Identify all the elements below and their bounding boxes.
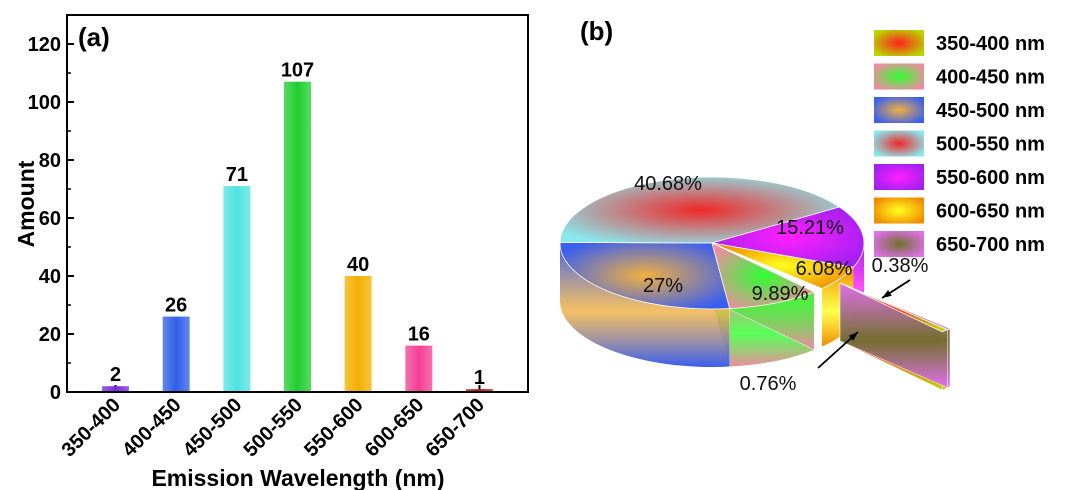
pie-label-550-600 nm: 15.21% (776, 217, 844, 239)
bar-value-label: 16 (408, 324, 430, 346)
legend-label: 550-600 nm (936, 167, 1045, 189)
pie-label-600-650 nm: 6.08% (796, 258, 853, 280)
pie-label-450-500 nm: 27% (643, 275, 683, 297)
pie-slice-550-600 nm (711, 206, 865, 268)
y-tick-label: 80 (39, 150, 61, 172)
legend-label: 650-700 nm (936, 234, 1045, 256)
x-tick-label: 550-600 (300, 394, 367, 461)
x-tick-label: 450-500 (179, 394, 246, 461)
y-tick-label: 20 (39, 324, 61, 346)
pie-label-400-450 nm: 9.89% (752, 283, 809, 305)
y-tick-label: 40 (39, 266, 61, 288)
bars (102, 81, 493, 392)
bar-350-400 (102, 386, 130, 392)
bar-data-labels: 2 26 71 107 40 16 1 (110, 60, 485, 389)
bar-450-500 (223, 186, 251, 392)
bar-value-label: 2 (110, 364, 121, 386)
x-axis-title: Emission Wavelength (nm) (151, 465, 444, 490)
x-tick-label: 400-450 (118, 394, 185, 461)
legend-swatch (874, 130, 924, 157)
pie-side-450-500 nm (559, 243, 730, 367)
bar-650-700 (465, 389, 493, 392)
bar-600-650 (405, 345, 433, 392)
y-tick-label: 0 (50, 382, 61, 404)
pie-label-500-550 nm: 40.68% (634, 173, 702, 195)
panel-label-a: (a) (78, 22, 110, 52)
bar-value-label: 71 (226, 164, 248, 186)
legend-swatch (874, 197, 924, 224)
bar-400-450 (162, 316, 190, 392)
legend-label: 350-400 nm (936, 33, 1045, 55)
y-tick-label: 100 (28, 92, 61, 114)
legend-label: 600-650 nm (936, 201, 1045, 223)
y-axis-title: Amount (13, 160, 39, 247)
legend-swatch (874, 97, 924, 123)
y-tick-label: 60 (39, 208, 61, 230)
bar-chart: (a) 0 20 40 60 80 100 120 350-400400-450450-50… (13, 14, 529, 490)
legend-swatch (874, 231, 924, 257)
pie-slice-450-500 nm (559, 241, 731, 310)
bar-550-600 (344, 276, 372, 392)
legend-swatch (874, 30, 924, 56)
bar-value-label: 107 (281, 60, 314, 82)
x-tick-label: 500-550 (240, 394, 307, 461)
legend-label: 450-500 nm (936, 100, 1045, 122)
x-tick-label: 350-400 (58, 394, 125, 461)
x-tick-label: 600-650 (361, 394, 428, 461)
legend-swatch (874, 63, 924, 90)
x-tick-label: 650-700 (422, 394, 489, 461)
pie-label-350-400 nm: 0.76% (740, 373, 797, 395)
bar-value-label: 40 (347, 254, 369, 276)
legend-label: 400-450 nm (936, 67, 1045, 89)
pie-slice-650-700 nm (839, 282, 952, 331)
legend-label: 500-550 nm (936, 134, 1045, 156)
pie-chart: (b) 0.76%9.89%27%40.68%15.21%6.08% 0.38% … (559, 16, 1045, 395)
pie-labels: 0.76% 9.89% 27% 40.68% 15.21% 6.08% 0.38% (634, 173, 928, 395)
leader-arrowhead (848, 332, 858, 341)
leader-arrowhead (882, 290, 892, 298)
x-axis-ticks: 350-400400-450450-500500-550550-600600-6… (58, 385, 489, 461)
legend: 350-400 nm 400-450 nm 450-500 nm 500-550 nm… (874, 30, 1045, 257)
y-axis-ticks: 0 20 40 60 80 100 120 (28, 34, 74, 404)
pie-label-650-700 nm: 0.38% (872, 255, 929, 277)
plot-frame (66, 14, 529, 393)
panel-label-b: (b) (580, 16, 613, 46)
y-tick-label: 120 (28, 34, 61, 56)
bar-500-550 (284, 81, 311, 392)
pie-tops (559, 176, 952, 333)
bar-value-label: 1 (474, 367, 485, 389)
pie-slice-400-450 nm (711, 242, 816, 309)
pie-slice-600-650 nm (711, 242, 854, 289)
legend-swatch (874, 164, 924, 190)
bar-value-label: 26 (165, 295, 187, 317)
